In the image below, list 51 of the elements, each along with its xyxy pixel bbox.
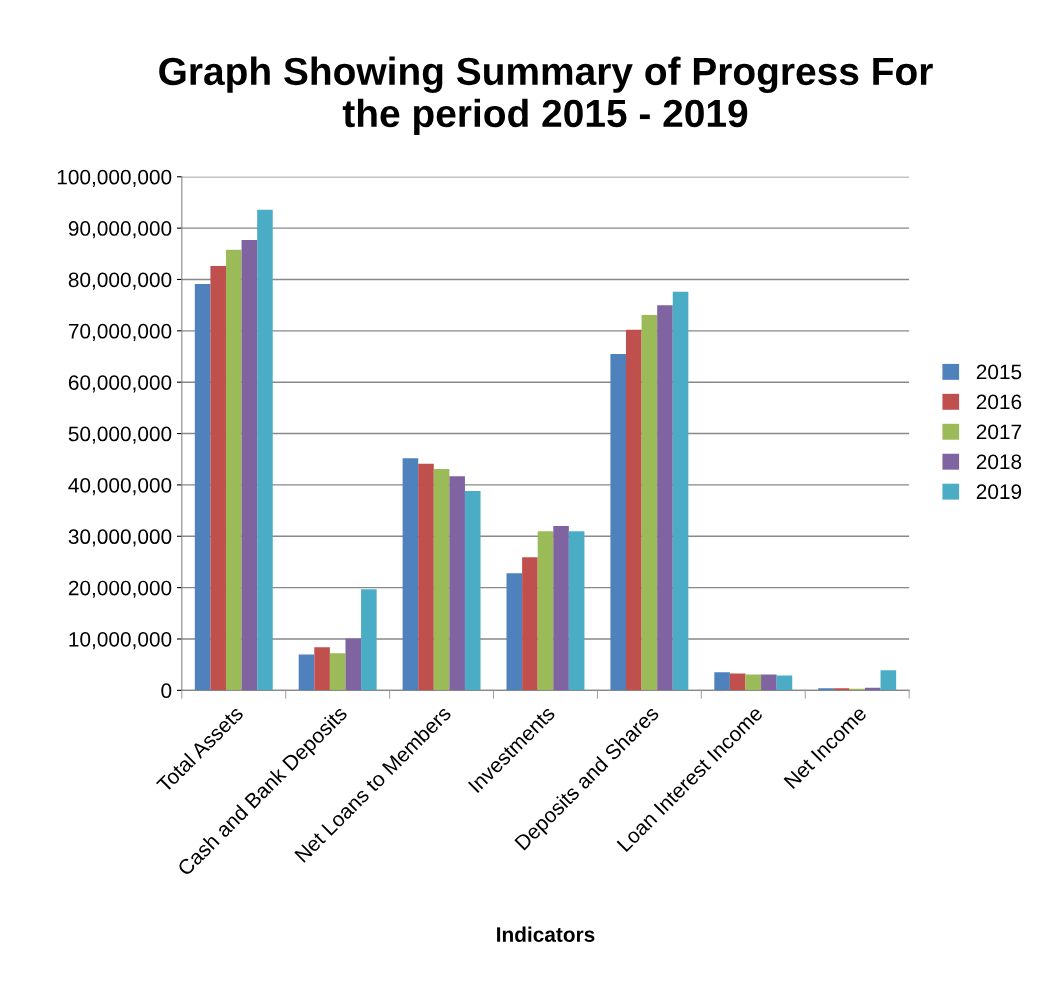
bar	[553, 526, 569, 691]
y-tick-label: 70,000,000	[68, 323, 172, 342]
bar	[345, 638, 362, 691]
bar	[329, 653, 346, 691]
bar	[657, 305, 673, 691]
bar	[818, 688, 834, 691]
y-tick-label: 20,000,000	[68, 580, 172, 598]
bar	[241, 239, 258, 691]
bar	[761, 674, 777, 691]
chart-title: Graph Showing Summary of Progress For the period 2015 - 2019	[159, 56, 933, 135]
bar	[449, 476, 465, 691]
y-tick-label: 50,000,000	[68, 426, 172, 444]
bar	[610, 353, 626, 691]
y-tick-label: 90,000,000	[68, 221, 172, 239]
bar	[833, 688, 850, 691]
bar	[729, 673, 746, 691]
y-tick-label: 60,000,000	[68, 375, 172, 393]
bar	[714, 672, 730, 691]
bar	[568, 531, 585, 691]
bar	[626, 329, 642, 691]
bar	[257, 209, 273, 691]
bar	[464, 491, 481, 691]
legend-label: 2016	[976, 394, 1022, 410]
bar	[672, 291, 689, 691]
x-axis-title: Indicators	[497, 926, 595, 942]
legend-label: 2015	[976, 364, 1022, 380]
bar	[506, 573, 523, 691]
bar	[402, 458, 419, 691]
bar	[298, 654, 315, 691]
legend-label: 2017	[976, 424, 1022, 440]
bar	[361, 589, 377, 691]
bar	[418, 463, 434, 691]
bar	[880, 670, 897, 691]
bar	[225, 249, 242, 691]
bar	[641, 314, 658, 691]
bar	[745, 674, 762, 691]
bar	[433, 468, 450, 691]
y-tick-label: 100,000,000	[57, 169, 172, 187]
y-tick-label: 30,000,000	[68, 529, 172, 547]
y-tick-label: 10,000,000	[69, 631, 172, 650]
y-tick-label: 80,000,000	[68, 272, 172, 290]
legend-label: 2018	[976, 454, 1022, 470]
bar	[210, 266, 226, 691]
y-tick-label: 0	[161, 683, 172, 699]
bar	[314, 647, 330, 691]
bar	[194, 284, 211, 691]
legend-label: 2019	[976, 484, 1022, 500]
bar	[776, 675, 793, 691]
y-tick-label: 40,000,000	[68, 477, 172, 496]
bar	[522, 557, 538, 691]
bar	[537, 531, 554, 691]
